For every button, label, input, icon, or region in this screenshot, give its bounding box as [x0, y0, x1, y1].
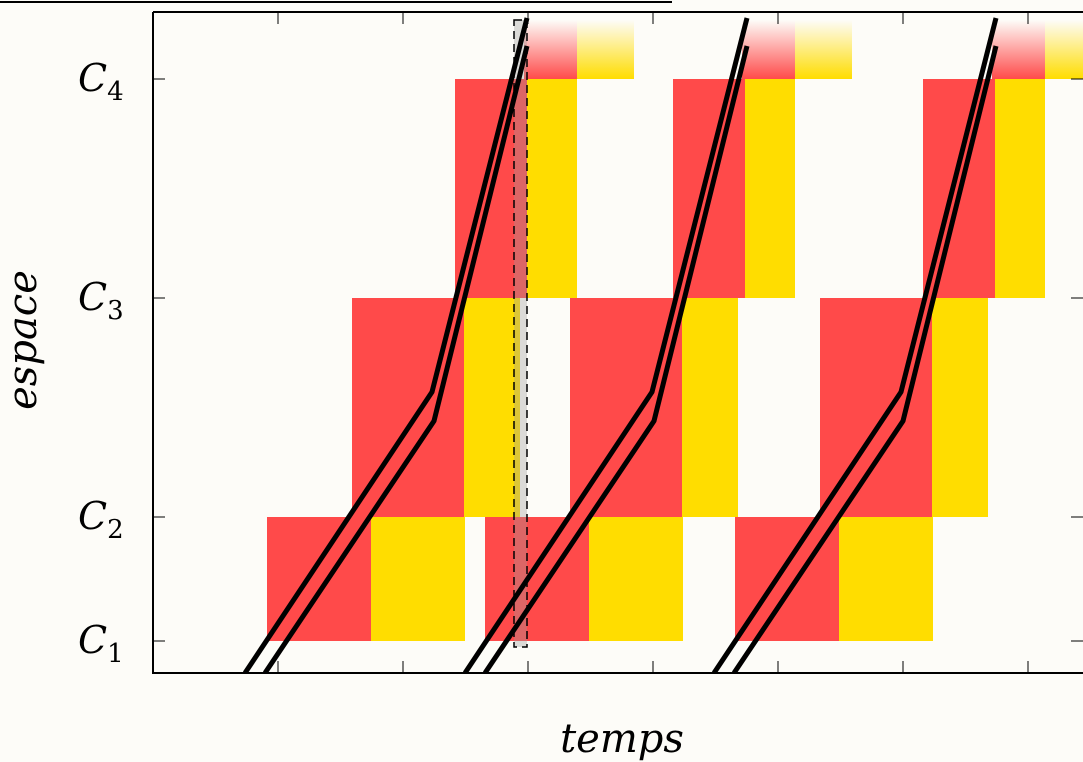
yellow-phase-c3-cycle3	[995, 79, 1045, 298]
yellow-phase-c2-cycle3	[932, 298, 988, 517]
yellow-phase-c2-cycle1	[464, 298, 520, 517]
yellow-phase-c2-cycle2	[682, 298, 738, 517]
yellow-phase-c1-cycle1	[371, 517, 465, 641]
red-phase-c4-fade-cycle1	[524, 20, 577, 79]
time-window-highlight	[513, 19, 528, 648]
red-phase-c1-cycle3	[735, 517, 839, 641]
yellow-phase-c3-cycle1	[527, 79, 577, 298]
red-phase-c4-fade-cycle3	[992, 20, 1045, 79]
trajectory-line-3a	[711, 17, 999, 673]
yellow-phase-c4-fade-cycle1	[577, 20, 634, 79]
axes-frame	[152, 11, 1083, 674]
y-tick-label-c4: C4	[78, 56, 124, 107]
yellow-phase-c1-cycle2	[589, 517, 683, 641]
yellow-phase-c4-fade-cycle2	[795, 20, 852, 79]
trajectory-line-3b	[731, 45, 999, 673]
trajectory-line-1a	[242, 17, 530, 673]
y-axis-label: espace	[0, 270, 46, 410]
yellow-phase-c1-cycle3	[839, 517, 933, 641]
vehicle-trajectories	[242, 17, 999, 673]
axis-ticks	[153, 12, 1083, 673]
x-axis-label: temps	[560, 716, 684, 762]
y-tick-label-c3: C3	[78, 275, 124, 326]
trajectory-line-1b	[262, 45, 530, 673]
red-phase-c2-cycle2	[570, 298, 682, 517]
yellow-phase-c4-fade-cycle3	[1045, 20, 1083, 79]
trajectory-line-2b	[482, 45, 750, 673]
trajectory-line-2a	[462, 17, 750, 673]
y-tick-label-c1: C1	[78, 618, 124, 669]
yellow-phase-c3-cycle2	[745, 79, 795, 298]
red-phase-c4-fade-cycle2	[742, 20, 795, 79]
y-tick-label-c2: C2	[78, 494, 124, 545]
